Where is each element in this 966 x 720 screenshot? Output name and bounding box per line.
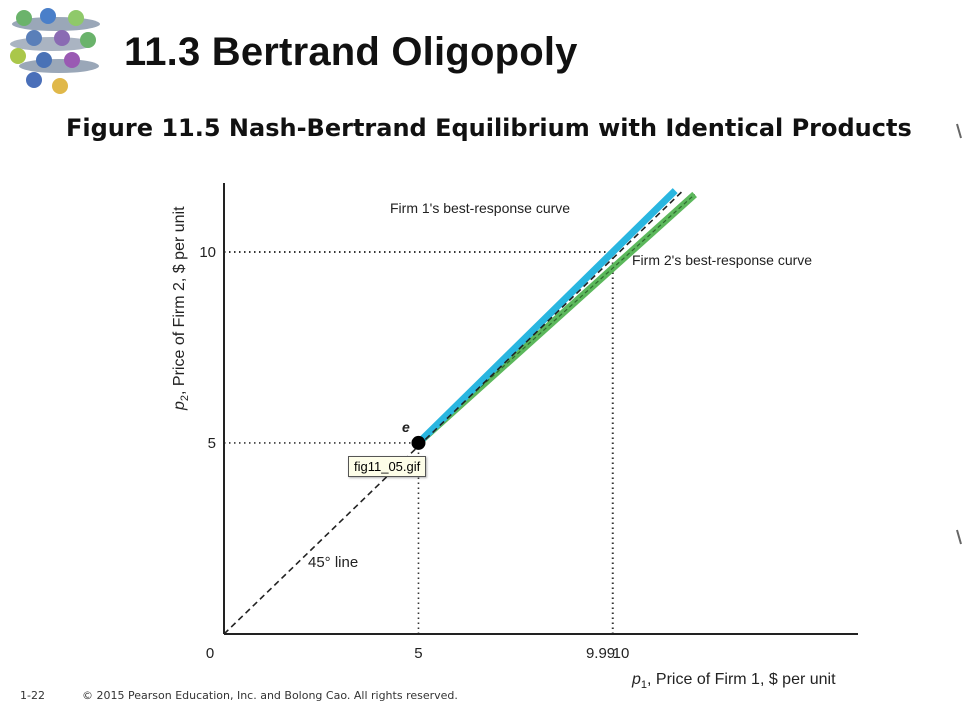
- origin-label: 0: [206, 645, 214, 662]
- equilibrium-point: [411, 435, 426, 450]
- x-axis-rest: , Price of Firm 1, $ per unit: [647, 671, 836, 688]
- y-tick-group: 5 10: [199, 244, 216, 452]
- logo-icon: [10, 8, 100, 94]
- x-tick-label: 5: [414, 645, 422, 662]
- equilibrium-label: e: [402, 419, 410, 435]
- series-label-firm1: Firm 1's best-response curve: [390, 200, 570, 216]
- page-number: 1-22: [20, 689, 45, 702]
- figure-title: Figure 11.5 Nash-Bertrand Equilibrium wi…: [66, 114, 912, 142]
- image-tooltip: fig11_05.gif: [348, 456, 427, 477]
- y-tick-label: 10: [199, 244, 216, 261]
- x-axis-sub: 1: [641, 679, 647, 691]
- edge-mark: [956, 529, 962, 545]
- y-axis-label: p2, Price of Firm 2, $ per unit: [171, 206, 191, 411]
- copyright-notice: © 2015 Pearson Education, Inc. and Bolon…: [82, 689, 458, 702]
- y-tick-label: 5: [208, 435, 216, 452]
- edge-mark: [956, 123, 962, 139]
- x-axis-label: p1, Price of Firm 1, $ per unit: [631, 671, 836, 691]
- firm2-curve-dashed-overlay: [418, 194, 696, 444]
- x-tick-label: 10: [613, 645, 630, 662]
- x-axis-var: p: [631, 671, 641, 688]
- reference-45-degree-line: [223, 190, 684, 635]
- equilibrium-layer: [411, 435, 426, 450]
- reference-line-label: 45° line: [308, 554, 358, 571]
- firm1-best-response-curve: [416, 188, 678, 446]
- x-tick-label: 9.99: [586, 645, 615, 662]
- slide-title: 11.3 Bertrand Oligopoly: [124, 30, 578, 74]
- y-axis-var: p: [171, 401, 188, 411]
- y-axis-sub: 2: [179, 395, 191, 401]
- y-axis-rest: , Price of Firm 2, $ per unit: [171, 206, 188, 395]
- series-label-firm2: Firm 2's best-response curve: [632, 252, 812, 268]
- chart-lines-layer: [223, 188, 697, 635]
